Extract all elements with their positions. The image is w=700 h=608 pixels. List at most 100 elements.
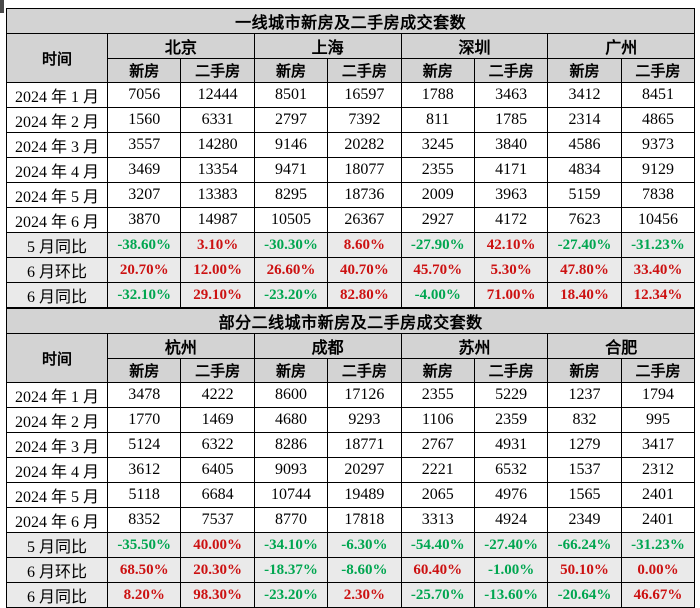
transaction-count: 1785	[473, 107, 549, 133]
transaction-count: 2401	[620, 482, 696, 508]
percentage-value: 8.20%	[106, 582, 182, 608]
transaction-count: 4222	[180, 382, 255, 408]
transaction-count: 3870	[106, 207, 182, 233]
transaction-count: 9293	[327, 407, 402, 433]
percentage-value: 50.10%	[547, 557, 622, 583]
percentage-row: 6 月同比 8.20% 98.30% -23.20% 2.30% -25.70% -13.6…	[6, 582, 696, 608]
transaction-count: 1560	[106, 107, 182, 133]
percentage-value: -6.30%	[327, 532, 402, 558]
housing-type-header: 新房	[253, 358, 329, 383]
transaction-count: 811	[400, 107, 475, 133]
housing-type-header: 新房	[106, 358, 182, 383]
month-label: 2024 年 2 月	[6, 107, 108, 133]
percentage-value: -4.00%	[400, 282, 475, 308]
transaction-count: 3463	[473, 82, 549, 108]
transaction-count: 995	[620, 407, 696, 433]
transaction-count: 2312	[620, 457, 696, 483]
housing-type-header: 二手房	[620, 58, 696, 83]
housing-type-header: 新房	[400, 358, 475, 383]
percentage-value: 26.60%	[253, 257, 329, 283]
month-data-row: 2024 年 2 月 1770 1469 4680 9293 1106 2359 832 995	[6, 407, 696, 433]
percentage-value: 33.40%	[620, 257, 696, 283]
city-header: 苏州	[400, 333, 549, 359]
transaction-count: 2767	[400, 432, 475, 458]
transaction-count: 8770	[253, 507, 329, 533]
transaction-count: 16597	[327, 82, 402, 108]
percentage-value: 29.10%	[180, 282, 255, 308]
transaction-count: 7537	[180, 507, 255, 533]
percentage-value: 20.70%	[106, 257, 182, 283]
month-label: 2024 年 4 月	[6, 457, 108, 483]
transaction-count: 4865	[620, 107, 696, 133]
percentage-value: -1.00%	[473, 557, 549, 583]
percentage-value: 8.60%	[327, 232, 402, 258]
transaction-count: 1279	[547, 432, 622, 458]
month-data-row: 2024 年 1 月 3478 4222 8600 17126 2355 5229 1237 1…	[6, 382, 696, 408]
transaction-count: 10505	[253, 207, 329, 233]
percentage-value: 12.00%	[180, 257, 255, 283]
transaction-count: 2221	[400, 457, 475, 483]
percentage-row: 6 月环比 68.50% 20.30% -18.37% -8.60% 60.40% -1.0…	[6, 557, 696, 583]
transaction-count: 20282	[327, 132, 402, 158]
transaction-count: 20297	[327, 457, 402, 483]
subheader-row: 新房 二手房 新房 二手房 新房 二手房 新房 二手房	[7, 58, 696, 83]
time-column-header: 时间	[6, 33, 108, 83]
transaction-count: 3557	[106, 132, 182, 158]
transaction-count: 4171	[473, 157, 549, 183]
percentage-value: -23.20%	[253, 582, 329, 608]
percentage-value: -35.50%	[106, 532, 182, 558]
transaction-count: 7056	[106, 82, 182, 108]
transaction-count: 1469	[180, 407, 255, 433]
transaction-count: 2359	[473, 407, 549, 433]
transaction-count: 12444	[180, 82, 255, 108]
month-data-row: 2024 年 4 月 3612 6405 9093 20297 2221 6532 1537 2…	[6, 457, 696, 483]
percentage-value: -13.60%	[473, 582, 549, 608]
transaction-count: 2797	[253, 107, 329, 133]
transaction-count: 17818	[327, 507, 402, 533]
month-data-row: 2024 年 1 月 7056 12444 8501 16597 1788 3463 3412…	[6, 82, 696, 108]
city-header: 杭州	[107, 333, 255, 359]
transaction-count: 4976	[473, 482, 549, 508]
table-title-row: 一线城市新房及二手房成交套数	[5, 8, 696, 34]
month-label: 2024 年 5 月	[6, 182, 108, 208]
city-header: 成都	[253, 333, 402, 359]
transaction-count: 19489	[327, 482, 402, 508]
transaction-count: 7623	[547, 207, 622, 233]
transaction-count: 6405	[180, 457, 255, 483]
transaction-count: 8451	[620, 82, 696, 108]
month-data-row: 2024 年 2 月 1560 6331 2797 7392 811 1785 2314 486…	[6, 107, 696, 133]
transaction-count: 6684	[180, 482, 255, 508]
city-header: 北京	[107, 33, 255, 59]
housing-type-header: 二手房	[327, 358, 402, 383]
percentage-value: 20.30%	[180, 557, 255, 583]
transaction-count: 9373	[620, 132, 696, 158]
month-data-row: 2024 年 6 月 8352 7537 8770 17818 3313 4924 2349 2…	[6, 507, 696, 533]
transaction-count: 9129	[620, 157, 696, 183]
transaction-count: 18077	[327, 157, 402, 183]
transaction-count: 3469	[106, 157, 182, 183]
month-data-row: 2024 年 6 月 3870 14987 10505 26367 2927 4172 762…	[6, 207, 696, 233]
housing-type-header: 新房	[547, 58, 622, 83]
transaction-count: 1537	[547, 457, 622, 483]
percentage-value: 98.30%	[180, 582, 255, 608]
transaction-count: 3417	[620, 432, 696, 458]
first-tier-cities-table: 一线城市新房及二手房成交套数 时间 北京 上海 深圳 广州 新房 二手房 新房 二手房 新房 二手房新…	[5, 8, 696, 308]
housing-type-header: 新房	[253, 58, 329, 83]
percentage-value: 2.30%	[327, 582, 402, 608]
transaction-count: 2355	[400, 157, 475, 183]
percentage-row: 6 月环比 20.70% 12.00% 26.60% 40.70% 45.70% 5.30%…	[6, 257, 696, 283]
percentage-value: -20.64%	[547, 582, 622, 608]
percentage-value: -23.20%	[253, 282, 329, 308]
percentage-value: -27.40%	[547, 232, 622, 258]
percentage-row: 6 月同比 -32.10% 29.10% -23.20% 82.80% -4.00% 71.…	[6, 282, 696, 308]
month-data-row: 2024 年 5 月 5118 6684 10744 19489 2065 4976 1565…	[6, 482, 696, 508]
percentage-row-label: 6 月同比	[6, 282, 108, 308]
percentage-value: 12.34%	[620, 282, 696, 308]
percentage-value: 68.50%	[106, 557, 182, 583]
percentage-value: -31.23%	[620, 232, 696, 258]
percentage-row-label: 6 月同比	[6, 582, 108, 608]
percentage-value: 3.10%	[180, 232, 255, 258]
transaction-count: 4834	[547, 157, 622, 183]
percentage-value: -8.60%	[327, 557, 402, 583]
percentage-value: 46.67%	[620, 582, 696, 608]
